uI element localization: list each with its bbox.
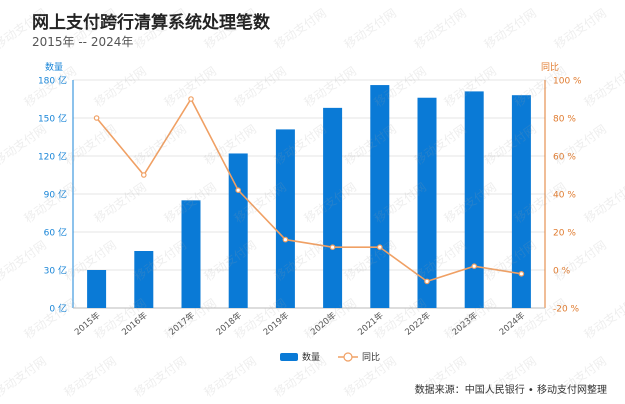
yoy-point [282, 236, 289, 243]
legend-label-line: 同比 [362, 351, 380, 363]
y-left-tick-label: 120 亿 [38, 151, 67, 163]
y-right-axis-label: 同比 [541, 61, 559, 73]
bar [511, 95, 531, 308]
y-left-axis-label: 数量 [45, 61, 63, 73]
bar [181, 200, 201, 308]
yoy-point [235, 187, 242, 194]
y-left-tick-label: 0 亿 [49, 303, 67, 315]
y-right-tick-label: 0 % [553, 267, 571, 277]
yoy-point [141, 172, 147, 178]
bar [417, 97, 437, 308]
legend-bar-swatch [280, 353, 298, 361]
legend-line-marker [343, 352, 353, 362]
x-tick-label: 2024年 [497, 310, 528, 338]
yoy-point [93, 115, 100, 121]
y-right-tick-label: 80 % [553, 115, 576, 125]
data-source: 数据来源：中国人民银行 • 移动支付网整理 [414, 385, 607, 396]
y-left-tick-label: 90 亿 [44, 189, 67, 201]
x-tick-label: 2015年 [72, 310, 103, 338]
x-tick-label: 2019年 [261, 310, 292, 338]
bar [228, 153, 248, 308]
yoy-point [424, 278, 430, 285]
yoy-point [471, 263, 478, 270]
yoy-point [188, 96, 194, 102]
bar [275, 129, 295, 308]
x-tick-label: 2023年 [450, 310, 481, 338]
x-tick-label: 2020年 [308, 310, 339, 338]
y-left-tick-label: 60 亿 [44, 227, 67, 239]
x-tick-label: 2021年 [356, 310, 387, 338]
x-tick-label: 2022年 [403, 310, 434, 338]
y-left-tick-label: 180 亿 [38, 75, 67, 87]
y-right-tick-label: 60 % [553, 153, 576, 163]
bar [87, 270, 107, 308]
x-tick-label: 2018年 [214, 310, 245, 338]
bar [464, 91, 484, 309]
bar [134, 251, 154, 308]
chart-title: 网上支付跨行清算系统处理笔数 [32, 13, 270, 33]
y-right-tick-label: 40 % [553, 191, 576, 201]
y-right-tick-label: 100 % [553, 77, 582, 87]
bar [370, 85, 390, 308]
bar [323, 107, 343, 308]
y-left-tick-label: 30 亿 [44, 265, 67, 277]
yoy-point [376, 244, 383, 251]
yoy-point [518, 270, 525, 277]
yoy-line [95, 97, 522, 283]
y-right-tick-label: 20 % [553, 229, 576, 239]
yoy-point [329, 244, 336, 251]
y-left-tick-label: 150 亿 [38, 113, 67, 125]
legend-label-bar: 数量 [302, 351, 320, 363]
chart-subtitle: 2015年 -- 2024年 [32, 35, 134, 49]
y-right-tick-label: -20 % [553, 305, 580, 315]
x-tick-label: 2017年 [167, 310, 198, 338]
x-tick-label: 2016年 [120, 310, 151, 338]
